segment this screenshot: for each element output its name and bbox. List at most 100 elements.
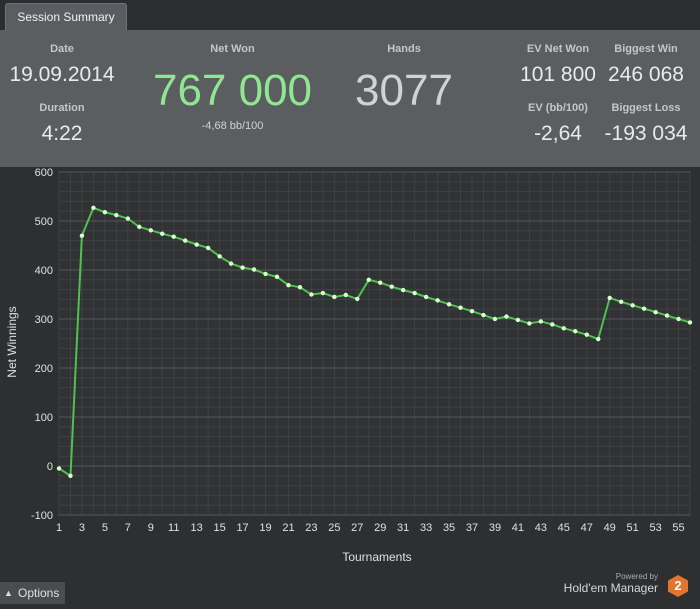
chart-grid bbox=[58, 171, 691, 516]
hem2-logo-icon: 2 bbox=[668, 575, 688, 597]
data-point bbox=[618, 299, 624, 305]
x-tick-label: 1 bbox=[56, 522, 62, 534]
duration-label: Duration bbox=[39, 102, 85, 114]
net-won-value: 767 000 bbox=[152, 66, 313, 115]
data-point bbox=[446, 302, 452, 307]
options-button[interactable]: ▲ Options bbox=[0, 582, 65, 604]
data-point bbox=[664, 313, 670, 318]
x-tick-label: 31 bbox=[397, 522, 409, 534]
data-point bbox=[504, 314, 509, 319]
y-axis-label: Net Winnings bbox=[5, 306, 19, 377]
data-point bbox=[137, 224, 142, 230]
data-point bbox=[102, 209, 108, 215]
data-point bbox=[492, 316, 498, 322]
x-tick-label: 7 bbox=[125, 522, 131, 534]
x-tick-label: 43 bbox=[535, 522, 547, 534]
data-point bbox=[148, 228, 153, 233]
x-tick-labels: 1 3 5 7 9 11 13 15 17 19 21 23 25 27 29 31 33 35 37 39 41 43 4… bbox=[56, 522, 685, 534]
x-tick-label: 21 bbox=[282, 522, 294, 534]
data-point bbox=[458, 305, 463, 310]
x-tick-label: 19 bbox=[259, 522, 271, 534]
x-tick-label: 39 bbox=[489, 522, 501, 534]
x-tick-label: 55 bbox=[672, 522, 684, 534]
data-point bbox=[389, 284, 394, 289]
data-point bbox=[286, 282, 291, 288]
data-point bbox=[469, 308, 475, 314]
date-value: 19.09.2014 bbox=[9, 63, 115, 86]
data-point bbox=[171, 234, 176, 239]
x-tick-label: 13 bbox=[191, 522, 203, 534]
powered-by-text: Powered by bbox=[615, 572, 658, 581]
caret-up-icon: ▲ bbox=[4, 588, 13, 598]
data-point bbox=[596, 336, 601, 342]
data-point bbox=[355, 296, 360, 302]
data-point bbox=[527, 321, 532, 326]
x-tick-label: 27 bbox=[351, 522, 363, 534]
data-point bbox=[79, 233, 85, 238]
data-point bbox=[263, 271, 268, 277]
data-point bbox=[343, 292, 349, 298]
data-point bbox=[56, 466, 62, 471]
data-point bbox=[584, 332, 589, 337]
data-point bbox=[400, 287, 406, 293]
x-tick-label: 33 bbox=[420, 522, 432, 534]
data-point bbox=[561, 326, 566, 331]
x-tick-label: 3 bbox=[79, 522, 85, 534]
brand-name: Hold'em Manager bbox=[563, 581, 658, 595]
series-points bbox=[56, 205, 693, 478]
data-point bbox=[378, 280, 383, 285]
y-tick-label: -100 bbox=[31, 510, 53, 522]
date-label: Date bbox=[50, 43, 74, 55]
x-tick-label: 5 bbox=[102, 522, 108, 534]
net-won-bb100: -4,68 bb/100 bbox=[201, 120, 264, 132]
data-point bbox=[412, 290, 417, 296]
y-tick-label: 0 bbox=[47, 461, 53, 473]
data-point bbox=[274, 274, 280, 280]
data-point bbox=[68, 473, 73, 478]
data-point bbox=[538, 319, 544, 324]
y-tick-label: 100 bbox=[35, 412, 53, 424]
data-point bbox=[309, 292, 314, 297]
net-won-label: Net Won bbox=[210, 43, 255, 55]
data-point bbox=[194, 242, 199, 247]
biggest-loss-value: -193 034 bbox=[604, 122, 688, 145]
data-point bbox=[515, 317, 521, 323]
data-point bbox=[114, 212, 119, 218]
tab-session-summary[interactable]: Session Summary bbox=[5, 3, 127, 30]
data-point bbox=[91, 205, 96, 210]
x-tick-label: 11 bbox=[168, 522, 179, 534]
data-point bbox=[435, 298, 440, 303]
ev-bb100-label: EV (bb/100) bbox=[528, 102, 588, 114]
x-tick-label: 35 bbox=[443, 522, 455, 534]
y-tick-label: 300 bbox=[35, 314, 53, 326]
duration-value: 4:22 bbox=[41, 122, 83, 145]
data-point bbox=[550, 322, 555, 327]
y-tick-label: 400 bbox=[35, 265, 53, 277]
data-point bbox=[205, 245, 211, 251]
x-tick-label: 15 bbox=[213, 522, 225, 534]
data-point bbox=[297, 284, 303, 290]
tab-bar: Session Summary bbox=[0, 0, 700, 30]
x-tick-label: 29 bbox=[374, 522, 386, 534]
biggest-win-value: 246 068 bbox=[608, 63, 684, 86]
data-point bbox=[217, 254, 222, 259]
y-tick-label: 500 bbox=[35, 216, 53, 228]
data-point bbox=[228, 261, 234, 266]
data-point bbox=[481, 312, 486, 318]
x-tick-label: 17 bbox=[236, 522, 248, 534]
biggest-loss-label: Biggest Loss bbox=[611, 102, 681, 114]
x-tick-label: 53 bbox=[649, 522, 661, 534]
x-tick-label: 9 bbox=[148, 522, 154, 534]
chart-area: -100 0 100 200 300 400 500 600 1 3 5 7 9 11 13 15 17 19 2… bbox=[0, 167, 700, 609]
x-tick-label: 47 bbox=[581, 522, 593, 534]
y-tick-label: 200 bbox=[35, 363, 53, 375]
data-point bbox=[607, 295, 612, 301]
ev-bb100-value: -2,64 bbox=[534, 122, 582, 145]
data-point bbox=[332, 294, 337, 300]
data-point bbox=[183, 238, 188, 243]
data-point bbox=[653, 309, 658, 315]
plot-frame bbox=[58, 171, 691, 516]
data-point bbox=[240, 265, 245, 270]
y-tick-labels: -100 0 100 200 300 400 500 600 bbox=[31, 167, 53, 522]
